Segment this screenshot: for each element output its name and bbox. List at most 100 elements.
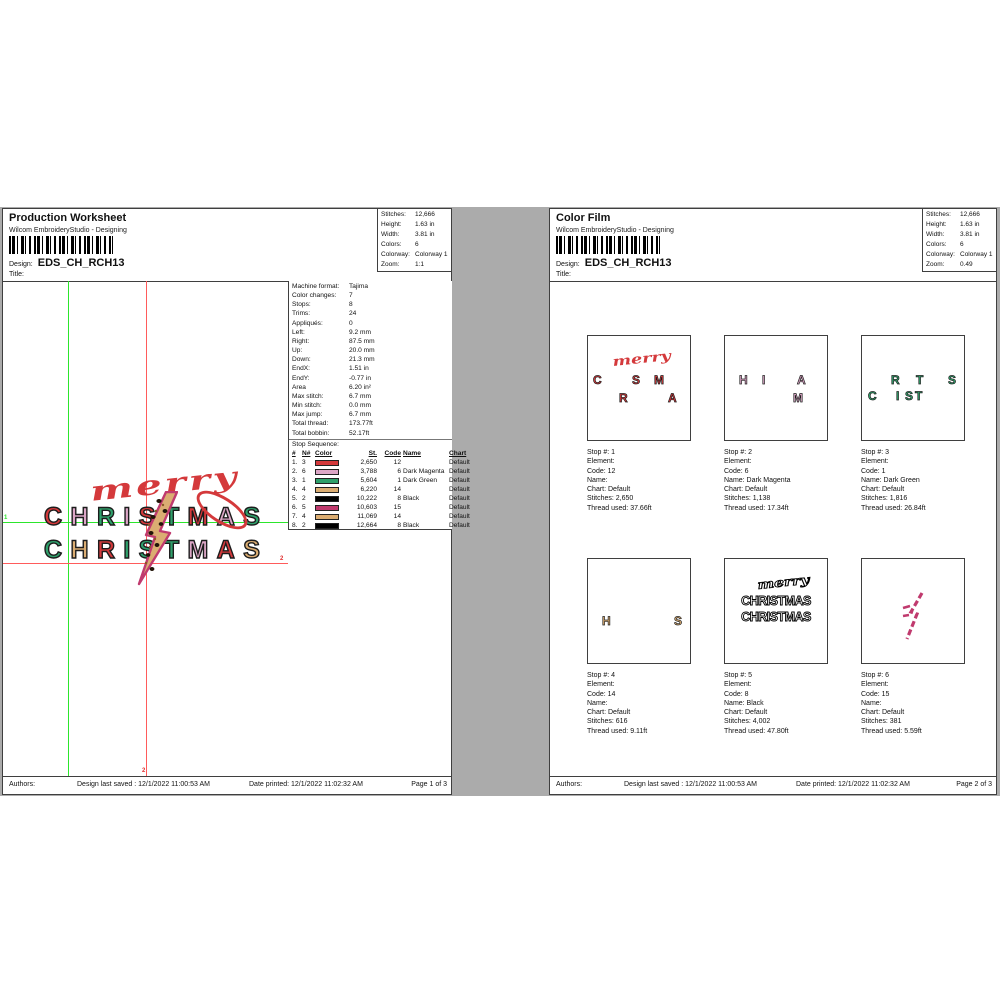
barcode-image [556, 236, 660, 254]
stitch-count: 10,222 [356, 495, 377, 503]
summary-row: Width: 3.81 in [381, 230, 451, 240]
app-name: Wilcom EmbroideryStudio - Designing [9, 227, 127, 234]
machine-info-row: Appliqués: 0 [289, 319, 452, 328]
summary-value: 6 [960, 241, 964, 248]
design-row: Design: EDS_CH_RCH13 [9, 257, 125, 269]
design-row: Design: EDS_CH_RCH13 [556, 257, 672, 269]
stop-detail-line: Chart: Default [861, 709, 905, 717]
stop-number: 2. [292, 468, 298, 476]
stop-detail-line: Name: [587, 476, 608, 484]
stop-detail-line: Thread used: 5.59ft [861, 727, 922, 735]
stop-sequence-row: 1. 3 2,650 12 Default [289, 458, 470, 467]
thread-code: 14 [393, 486, 401, 494]
stop-detail-line: Name: [861, 699, 882, 707]
swatch-cell [315, 468, 345, 475]
stop-detail-line: Stitches: 1,138 [724, 495, 771, 503]
machine-info-value: 52.17ft [349, 429, 370, 437]
thread-chart: Default [449, 495, 470, 503]
thread-name: Dark Green [403, 477, 438, 485]
machine-info-row: Trims: 24 [289, 309, 452, 318]
stop-details: Stop #: 2 Element: Code: 6 Name: Dark Magen… [724, 448, 856, 513]
design-letter: A [216, 503, 235, 531]
machine-info-label: Area [292, 383, 306, 391]
design-letter: T [163, 536, 180, 564]
machine-info-row: Max stitch: 6.7 mm [289, 392, 452, 401]
thread-code: 6 [397, 468, 401, 476]
machine-info-row: Total bobbin: 52.17ft [289, 429, 452, 438]
thumb-letter: I [896, 389, 900, 403]
summary-row: Zoom: 0.49 [926, 260, 996, 270]
thumb-letter: S [905, 389, 914, 403]
stitch-count: 2,650 [360, 459, 377, 467]
stop-detail-line: Name: Dark Green [861, 476, 920, 484]
summary-row: Zoom: 1:1 [381, 260, 451, 270]
summary-label: Colorway: [381, 251, 410, 258]
stop-details: Stop #: 6 Element: Code: 15 Name: Chart: Def… [861, 671, 993, 736]
red-guide-vertical [146, 281, 147, 776]
summary-value: Colorway 1 [960, 251, 993, 258]
authors-label: Authors: [9, 781, 36, 788]
thumb-letter: M [793, 391, 804, 405]
needle-number: 4 [302, 513, 306, 521]
stop-detail-line: Stitches: 381 [861, 718, 902, 726]
stop-sequence-row: 5. 2 10,222 8 Black Default [289, 494, 470, 503]
stop-details: Stop #: 4 Element: Code: 14 Name: Chart: Def… [587, 671, 719, 736]
machine-info-value: Tajima [349, 283, 369, 290]
needle-number: 5 [302, 504, 306, 512]
stop-detail-line: Element: [587, 458, 615, 466]
thumb-bolt-graphic [902, 591, 930, 648]
machine-info-value: 24 [349, 310, 357, 318]
thumb-letter: R [619, 391, 628, 405]
summary-value: 1.63 in [960, 221, 980, 228]
design-last-saved: Design last saved : 12/1/2022 11:00:53 A… [77, 781, 210, 788]
stop-number: 5. [292, 495, 298, 503]
design-summary-box: Stitches: 12,666 Height: 1.63 in Width: 3.81 … [922, 209, 996, 272]
design-last-saved: Design last saved : 12/1/2022 11:00:53 A… [624, 781, 757, 788]
stop-detail-line: Element: [724, 458, 752, 466]
stop-number: 6. [292, 504, 298, 512]
guide-end-label: 2 [142, 768, 146, 774]
design-letter: A [216, 536, 235, 564]
design-letter: I [123, 536, 131, 564]
summary-label: Width: [381, 231, 400, 238]
thumb-letter: A [668, 391, 677, 405]
summary-label: Colors: [381, 241, 402, 248]
page-color-film: Color Film Wilcom EmbroideryStudio - Des… [549, 208, 997, 795]
thread-code: 1 [397, 477, 401, 485]
stop-sequence-header: Code [384, 450, 401, 458]
machine-info-value: 87.5 mm [349, 337, 375, 345]
colorfilm-footer: Authors: Design last saved : 12/1/2022 11… [550, 776, 996, 795]
stop-detail-line: Code: 8 [724, 690, 749, 698]
stop-detail-line: Element: [861, 458, 889, 466]
stop-detail-line: Name: Black [724, 699, 764, 707]
stitch-count: 10,603 [356, 504, 377, 512]
stop-detail-line: Element: [861, 681, 889, 689]
design-label: Design: [9, 261, 33, 268]
thread-chart: Default [449, 513, 470, 521]
machine-info-label: Up: [292, 347, 303, 355]
date-printed: Date printed: 12/1/2022 11:02:32 AM [249, 781, 363, 788]
stop-detail-line: Code: 12 [587, 467, 616, 475]
stop-detail-line: Element: [587, 681, 615, 689]
thread-code: 8 [397, 495, 401, 503]
machine-info-row: Down: 21.3 mm [289, 355, 452, 364]
summary-row: Colorway: Colorway 1 [926, 250, 996, 260]
stop-number: 7. [292, 513, 298, 521]
machine-info-value: 20.0 mm [349, 347, 375, 355]
thread-code: 14 [393, 513, 401, 521]
summary-value: 3.81 in [415, 231, 435, 238]
machine-info-panel: Machine format: Tajima Color changes: 7 Stop… [288, 281, 470, 530]
thread-color-swatch [315, 504, 339, 511]
stop-detail-line: Code: 15 [861, 690, 890, 698]
machine-info-label: Color changes: [292, 292, 337, 300]
machine-info-label: Machine format: [292, 283, 340, 290]
summary-row: Width: 3.81 in [926, 230, 996, 240]
stop-sequence-row: 8. 2 12,664 8 Black Default [289, 521, 470, 530]
stop-detail-line: Code: 1 [861, 467, 886, 475]
needle-number: 2 [302, 495, 306, 503]
machine-info-row: EndX: 1.51 in [289, 364, 452, 373]
summary-label: Height: [926, 221, 947, 228]
